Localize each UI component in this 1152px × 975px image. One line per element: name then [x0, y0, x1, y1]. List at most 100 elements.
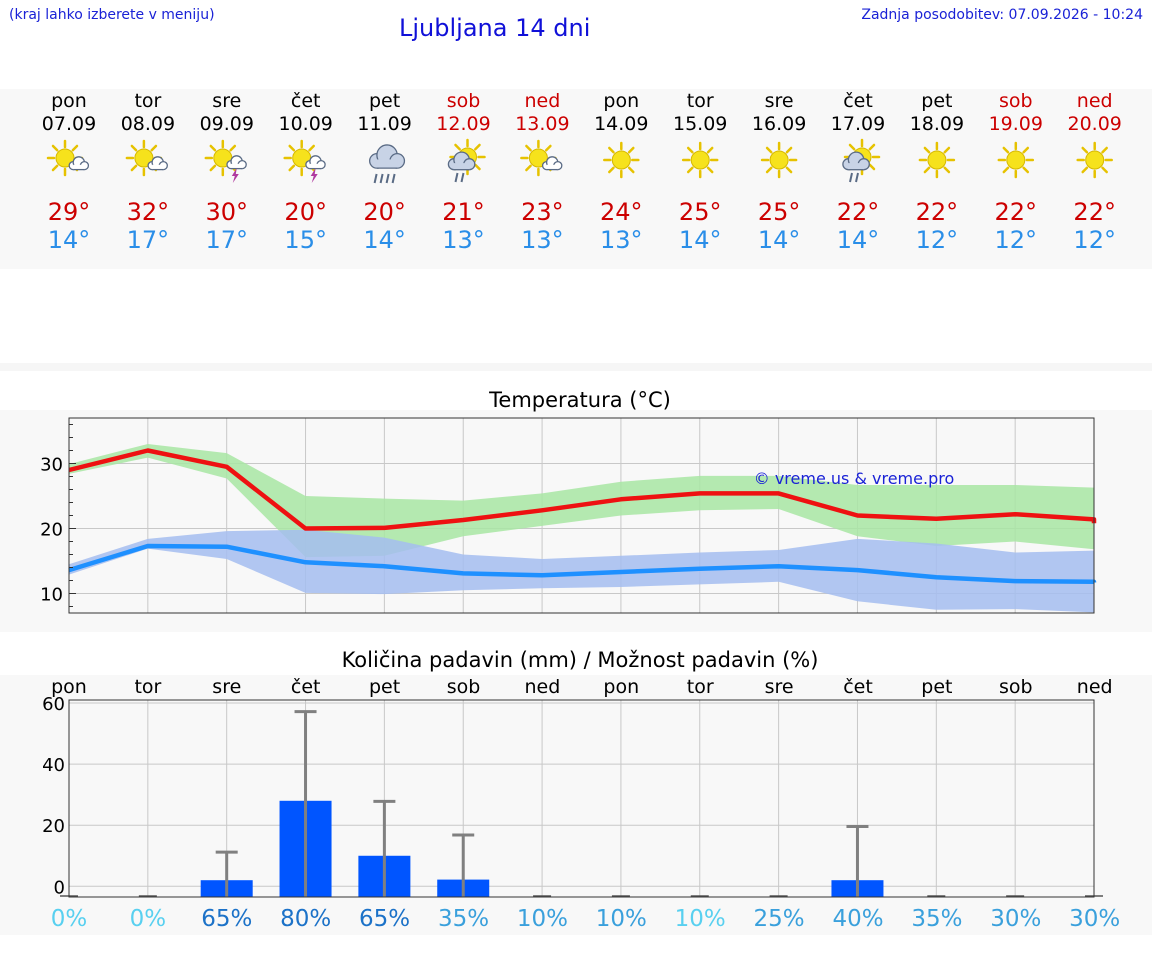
- x-axis-day-label: tor: [687, 676, 714, 698]
- sun-thunder-icon: [204, 139, 247, 183]
- date-label: 16.09: [752, 113, 806, 135]
- x-axis-day-label: ned: [525, 676, 561, 698]
- sun-icon: [681, 141, 719, 179]
- max-temp-value: 20°: [363, 198, 406, 226]
- day-name-label: sob: [447, 90, 481, 112]
- max-temp-value: 22°: [916, 198, 959, 226]
- x-axis-day-label: pet: [369, 676, 400, 698]
- max-temp-value: 25°: [679, 198, 722, 226]
- sun-icon: [997, 141, 1035, 179]
- sun-icon: [918, 141, 956, 179]
- max-temp-value: 20°: [284, 198, 327, 226]
- day-name-label: pon: [51, 90, 87, 112]
- x-axis-day-label: tor: [134, 676, 161, 698]
- day-name-label: ned: [1077, 90, 1113, 112]
- day-name-label: sob: [999, 90, 1033, 112]
- max-temp-line: [68, 448, 1097, 531]
- x-axis-day-label: pon: [51, 676, 87, 698]
- min-temp-value: 13°: [442, 226, 485, 254]
- day-name-label: pon: [603, 90, 639, 112]
- day-name-label: čet: [843, 90, 873, 112]
- min-temp-value: 12°: [916, 226, 959, 254]
- min-temp-value: 14°: [48, 226, 91, 254]
- day-name-label: sre: [765, 90, 794, 112]
- precipitation-probability-label: 30%: [1069, 906, 1120, 932]
- x-axis-day-label: sob: [447, 676, 481, 698]
- day-name-label: čet: [291, 90, 321, 112]
- date-label: 12.09: [436, 113, 490, 135]
- sun-cloud-icon: [46, 139, 90, 177]
- min-temp-value: 13°: [521, 226, 564, 254]
- page-title: Ljubljana 14 dni: [399, 14, 591, 42]
- y-axis-tick-label: 20: [40, 520, 63, 541]
- precipitation-probability-label: 35%: [438, 906, 489, 932]
- date-label: 18.09: [910, 113, 964, 135]
- precipitation-probability-label: 10%: [675, 906, 726, 932]
- min-temp-value: 14°: [679, 226, 722, 254]
- y-axis-tick-label: 10: [40, 585, 63, 606]
- day-name-label: sre: [212, 90, 241, 112]
- x-axis-day-label: čet: [291, 676, 321, 698]
- max-temp-value: 32°: [127, 198, 170, 226]
- sun-rain-icon: [842, 138, 881, 183]
- location-hint-link[interactable]: (kraj lahko izberete v meniju): [9, 7, 215, 23]
- precipitation-probability-label: 0%: [130, 906, 167, 932]
- max-temp-value: 29°: [48, 198, 91, 226]
- max-temp-value: 22°: [995, 198, 1038, 226]
- day-name-label: pet: [369, 90, 400, 112]
- max-temp-value: 30°: [206, 198, 249, 226]
- max-temp-value: 22°: [1073, 198, 1116, 226]
- x-axis-day-label: pet: [921, 676, 952, 698]
- y-axis-tick-label: 0: [54, 877, 65, 898]
- day-name-label: tor: [134, 90, 161, 112]
- x-axis-day-label: čet: [843, 676, 873, 698]
- min-temp-value: 12°: [1073, 226, 1116, 254]
- min-temp-value: 14°: [758, 226, 801, 254]
- precipitation-plot-area: [69, 700, 1094, 897]
- max-temp-value: 23°: [521, 198, 564, 226]
- watermark-label: © vreme.us & vreme.pro: [754, 469, 955, 488]
- x-axis-day-label: sob: [999, 676, 1033, 698]
- y-axis-tick-label: 30: [40, 455, 63, 476]
- min-temp-value: 17°: [127, 226, 170, 254]
- max-temp-value: 24°: [600, 198, 643, 226]
- sun-icon: [1076, 141, 1113, 179]
- precipitation-probability-label: 25%: [754, 906, 805, 932]
- day-name-label: tor: [687, 90, 714, 112]
- date-label: 14.09: [594, 113, 648, 135]
- sun-icon: [760, 141, 798, 179]
- date-label: 13.09: [515, 113, 569, 135]
- precipitation-probability-label: 35%: [911, 906, 962, 932]
- x-axis-day-label: sre: [212, 676, 241, 698]
- precipitation-probability-label: 10%: [517, 906, 568, 932]
- date-label: 11.09: [357, 113, 411, 135]
- day-name-label: ned: [525, 90, 561, 112]
- date-label: 17.09: [831, 113, 885, 135]
- x-axis-day-label: pon: [603, 676, 639, 698]
- precipitation-probability-label: 30%: [990, 906, 1041, 932]
- precipitation-chart-title: Količina padavin (mm) / Možnost padavin …: [341, 648, 819, 672]
- precipitation-probability-label: 80%: [280, 906, 331, 932]
- date-label: 07.09: [42, 113, 96, 135]
- precipitation-probability-label: 10%: [596, 906, 647, 932]
- precipitation-probability-label: 40%: [832, 906, 883, 932]
- section-divider: [0, 363, 1152, 371]
- date-label: 15.09: [673, 113, 727, 135]
- y-axis-tick-label: 60: [42, 694, 65, 715]
- date-label: 10.09: [278, 113, 332, 135]
- date-label: 09.09: [200, 113, 254, 135]
- precipitation-probability-label: 65%: [359, 906, 410, 932]
- sun-thunder-icon: [283, 139, 326, 183]
- y-axis-tick-label: 20: [42, 816, 65, 837]
- sun-cloud-icon: [125, 139, 168, 177]
- day-name-label: pet: [921, 90, 952, 112]
- precipitation-probability-label: 65%: [201, 906, 252, 932]
- x-axis-day-label: ned: [1077, 676, 1113, 698]
- date-label: 19.09: [989, 113, 1043, 135]
- temperature-chart-title: Temperatura (°C): [489, 388, 671, 412]
- max-temp-value: 21°: [442, 198, 485, 226]
- max-temp-value: 25°: [758, 198, 801, 226]
- date-label: 08.09: [121, 113, 175, 135]
- sun-rain-icon: [447, 138, 486, 183]
